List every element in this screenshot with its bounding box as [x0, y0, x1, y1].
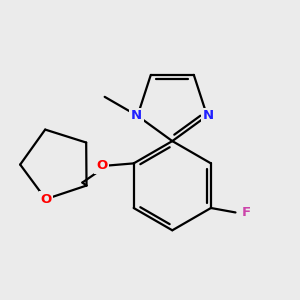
- Text: F: F: [242, 206, 251, 219]
- Text: N: N: [202, 109, 214, 122]
- Text: O: O: [96, 159, 107, 172]
- Text: O: O: [40, 193, 51, 206]
- Text: N: N: [131, 109, 142, 122]
